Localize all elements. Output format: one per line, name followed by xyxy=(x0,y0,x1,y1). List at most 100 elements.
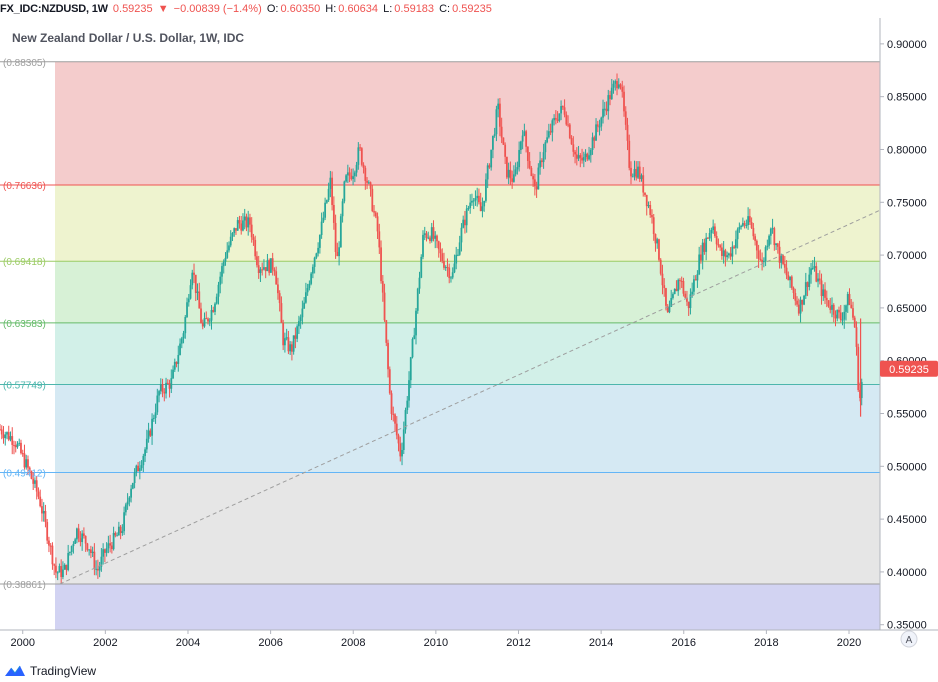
candle-body xyxy=(773,228,776,246)
tradingview-watermark[interactable]: TradingView xyxy=(4,662,96,680)
candle-body xyxy=(652,217,655,235)
candle-body xyxy=(544,142,547,153)
candle-body xyxy=(186,302,188,318)
low-label: L: xyxy=(383,3,393,15)
candle-body xyxy=(453,263,456,273)
auto-scale-button[interactable]: A xyxy=(900,630,918,648)
high-value: 0.60634 xyxy=(338,3,379,15)
candle-body xyxy=(395,423,398,436)
candle-body xyxy=(268,260,271,273)
candle-body xyxy=(74,539,77,544)
candle-body xyxy=(21,453,24,455)
price-chart[interactable]: (0.88305) (0.76636) (0.69418) (0.63583) (0.5… xyxy=(0,18,938,658)
candle-body xyxy=(673,288,676,295)
candle-body xyxy=(306,288,309,293)
candle-body xyxy=(684,293,687,298)
candle-body xyxy=(158,391,160,396)
candle-body xyxy=(173,361,176,370)
candle-body xyxy=(797,304,800,314)
candle-body xyxy=(102,549,105,557)
candle-body xyxy=(9,436,12,440)
candle-body xyxy=(131,483,134,489)
time-axis-bg xyxy=(0,630,880,658)
candle-body xyxy=(815,266,818,282)
candle-body xyxy=(834,314,837,319)
candle-body xyxy=(488,165,491,168)
candle-body xyxy=(616,81,618,89)
candle-body xyxy=(109,543,112,546)
candle-body xyxy=(813,266,816,268)
candle-body xyxy=(63,564,66,570)
candle-body xyxy=(853,317,856,328)
time-tick-label: 2002 xyxy=(93,637,117,649)
candle-body xyxy=(825,297,828,301)
candle-body xyxy=(205,318,208,320)
candle-body xyxy=(783,263,786,268)
candle-body xyxy=(42,510,45,514)
candle-body xyxy=(509,169,512,179)
candle-body xyxy=(380,247,382,282)
candle-body xyxy=(287,337,290,352)
candle-body xyxy=(238,220,241,224)
candle-body xyxy=(168,383,171,389)
candle-body xyxy=(292,335,295,352)
candle-body xyxy=(838,309,840,313)
candle-body xyxy=(736,229,739,240)
candle-body xyxy=(429,237,431,241)
price-axis[interactable]: 0.350000.400000.450000.500000.550000.600… xyxy=(879,18,938,632)
candle-body xyxy=(208,320,211,322)
candle-body xyxy=(252,237,255,240)
price-tick-label: 0.40000 xyxy=(887,567,927,579)
candle-body xyxy=(331,177,334,205)
candle-body xyxy=(568,124,571,139)
candle-body xyxy=(123,512,126,532)
candle-body xyxy=(245,216,248,228)
candle-body xyxy=(698,254,701,275)
candle-body xyxy=(399,443,402,457)
candle-body xyxy=(49,545,52,547)
symbol-name[interactable]: FX_IDC:NZDUSD, 1W xyxy=(0,3,108,15)
fib-label: (0.69418) xyxy=(3,257,46,268)
candle-body xyxy=(547,131,550,138)
candle-body xyxy=(526,146,529,162)
candle-body xyxy=(100,556,103,567)
candle-body xyxy=(311,266,314,274)
candle-body xyxy=(231,233,234,237)
trend-line[interactable] xyxy=(59,209,881,585)
candle-body xyxy=(687,301,690,309)
candle-body xyxy=(270,258,272,273)
candle-body xyxy=(249,217,251,225)
time-axis[interactable]: 2000 2002 2004 2006 2008 2010 2012 2014 2016 2018… xyxy=(0,629,938,658)
candle-body xyxy=(693,279,695,292)
candle-body xyxy=(455,254,458,264)
time-tick-label: 2016 xyxy=(672,637,696,649)
candle-body xyxy=(138,468,141,472)
candle-body xyxy=(357,147,360,165)
candle-body xyxy=(83,533,85,537)
candle-body xyxy=(229,236,232,246)
candle-body xyxy=(182,333,185,339)
candle-body xyxy=(782,255,784,264)
candle-body xyxy=(320,221,323,236)
candle-body xyxy=(196,291,199,293)
price-tick-label: 0.75000 xyxy=(887,197,927,209)
candle-body xyxy=(69,551,71,553)
candle-body xyxy=(191,272,194,286)
candle-body xyxy=(610,87,613,100)
candle-body xyxy=(413,335,416,340)
candle-body xyxy=(581,157,583,161)
candle-body xyxy=(528,161,531,168)
candle-body xyxy=(119,526,122,533)
candle-body xyxy=(128,497,131,502)
candle-body xyxy=(689,294,692,309)
candle-body xyxy=(670,297,673,307)
candle-body xyxy=(376,216,379,232)
symbol-header: FX_IDC:NZDUSD, 1W 0.59235 ▼ −0.00839 (−1… xyxy=(0,0,938,18)
candle-body xyxy=(381,281,384,293)
candle-body xyxy=(457,254,459,256)
candle-body xyxy=(535,186,538,190)
candle-body xyxy=(607,95,610,112)
candle-body xyxy=(352,176,354,180)
candle-body xyxy=(96,568,99,571)
candle-body xyxy=(516,167,519,170)
